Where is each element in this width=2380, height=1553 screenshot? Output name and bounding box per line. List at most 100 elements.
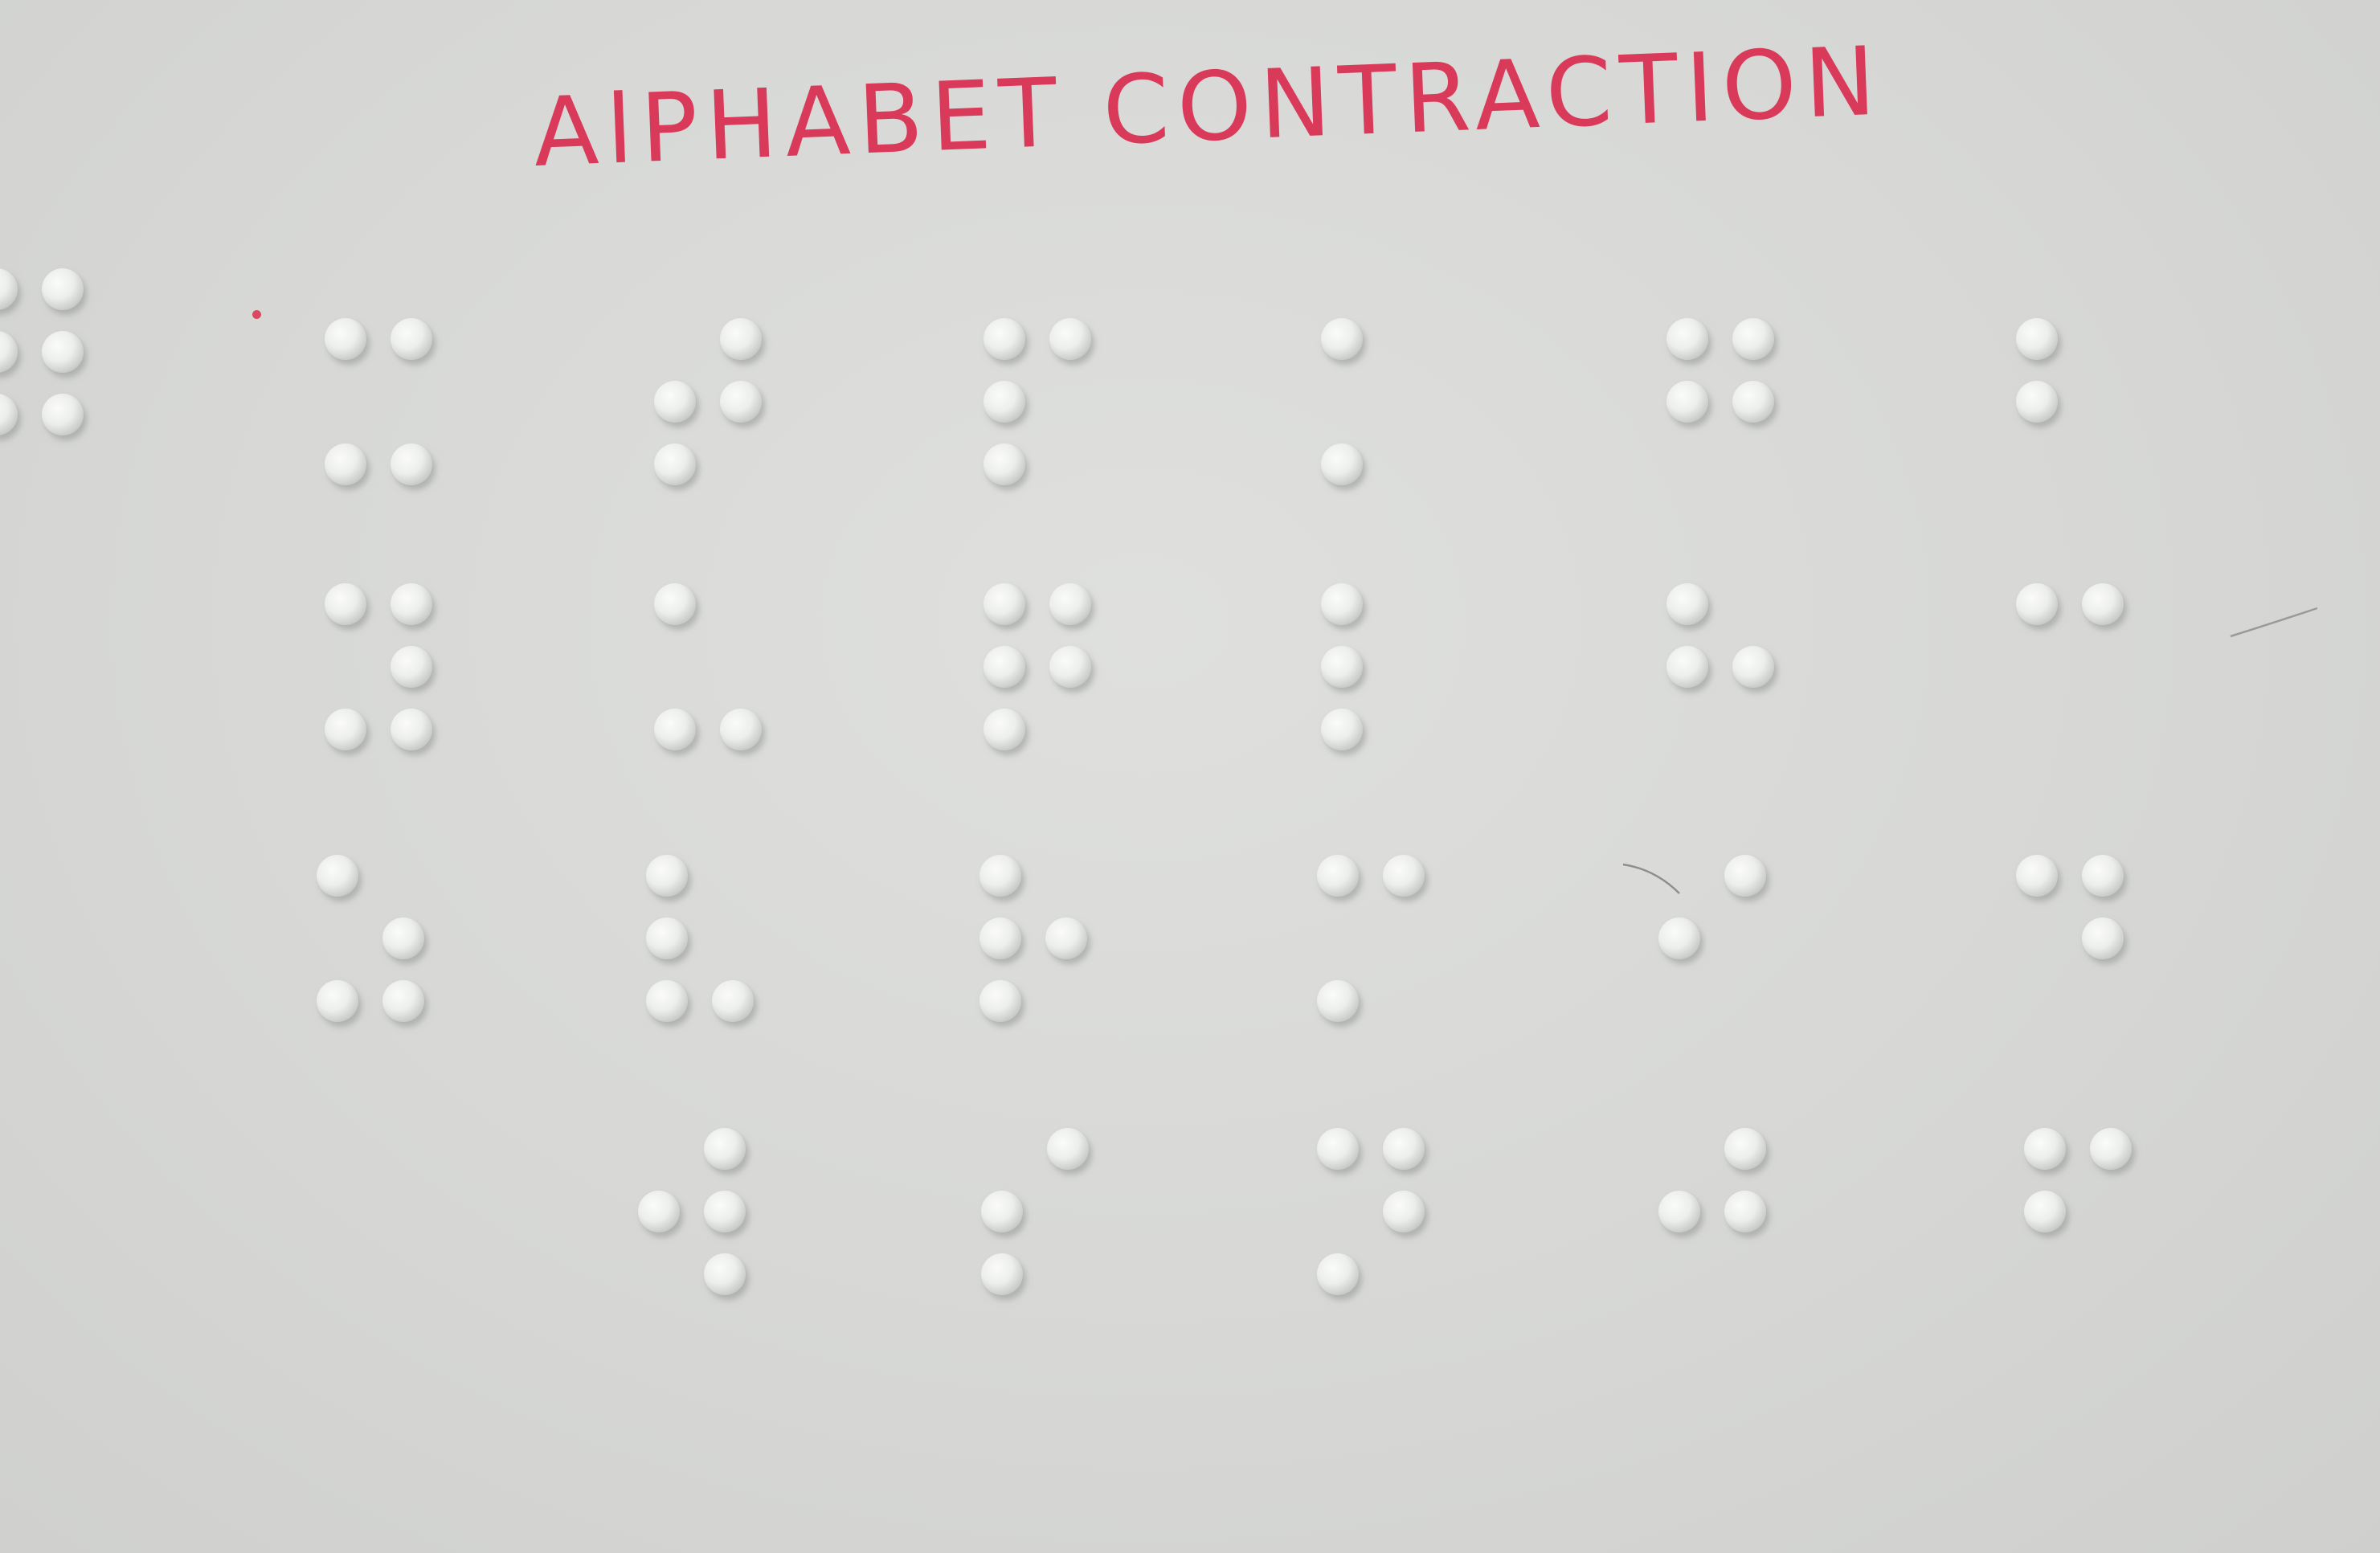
braille-dot-6	[391, 709, 432, 750]
braille-dot-3	[317, 980, 358, 1022]
braille-dot-5	[1724, 1191, 1766, 1232]
braille-dot-1	[654, 583, 696, 625]
braille-dot-4	[1383, 855, 1425, 897]
braille-cell-edge-partial	[0, 268, 84, 435]
braille-dot-5	[1732, 646, 1774, 688]
braille-cell-r2c3	[983, 583, 1091, 750]
braille-dot-6	[391, 443, 432, 485]
braille-cell-r4c2	[638, 1128, 746, 1295]
braille-dot-3	[981, 1253, 1023, 1295]
ink-dot-mark	[252, 310, 261, 319]
braille-dot-3	[325, 443, 366, 485]
braille-dot-6	[704, 1253, 746, 1295]
braille-dot-2	[2024, 1191, 2066, 1232]
braille-dot-1	[983, 318, 1025, 360]
braille-dot-2	[1666, 646, 1708, 688]
braille-cell-r1c3	[983, 318, 1091, 485]
braille-dot-5	[1049, 646, 1091, 688]
braille-dot-1	[979, 855, 1021, 897]
braille-dot-1	[317, 855, 358, 897]
braille-cell-r3c1	[317, 855, 424, 1022]
braille-dot-1	[325, 583, 366, 625]
braille-dot-1	[1321, 318, 1363, 360]
braille-dot-5	[1045, 917, 1087, 959]
braille-dot-1	[2024, 1128, 2066, 1170]
braille-dot-4	[1049, 318, 1091, 360]
braille-dot-2	[983, 381, 1025, 423]
braille-dot-4	[1049, 583, 1091, 625]
braille-dot-5	[391, 646, 432, 688]
braille-dot-3	[325, 709, 366, 750]
braille-dot-5	[2082, 917, 2124, 959]
braille-dot-4	[1724, 855, 1766, 897]
braille-cell-r3c6	[2016, 855, 2124, 959]
braille-dot-1	[983, 583, 1025, 625]
braille-dot-5	[720, 381, 762, 423]
braille-dot-6	[42, 394, 84, 435]
braille-dot-3	[654, 709, 696, 750]
braille-dot-1	[2016, 855, 2058, 897]
braille-dot-1	[1321, 583, 1363, 625]
braille-dot-1	[2016, 583, 2058, 625]
braille-dot-3	[1317, 1253, 1359, 1295]
braille-cell-r1c4	[1321, 318, 1363, 485]
braille-dot-3	[1321, 709, 1363, 750]
braille-cell-r1c2	[654, 318, 762, 485]
braille-dot-4	[720, 318, 762, 360]
braille-dot-3	[0, 394, 18, 435]
braille-dot-4	[2090, 1128, 2132, 1170]
braille-dot-4	[1383, 1128, 1425, 1170]
braille-cell-r4c6	[2024, 1128, 2132, 1232]
braille-dot-3	[983, 709, 1025, 750]
braille-dot-5	[1732, 381, 1774, 423]
braille-cell-r1c6	[2016, 318, 2058, 423]
braille-dot-4	[391, 583, 432, 625]
braille-cell-r2c2	[654, 583, 762, 750]
braille-dot-1	[1317, 855, 1359, 897]
braille-dot-4	[391, 318, 432, 360]
braille-dot-1	[1666, 318, 1708, 360]
braille-dot-1	[2016, 318, 2058, 360]
braille-cell-r1c1	[325, 318, 432, 485]
braille-dot-6	[720, 709, 762, 750]
braille-dot-2	[1658, 1191, 1700, 1232]
braille-dot-1	[325, 318, 366, 360]
braille-dot-4	[1724, 1128, 1766, 1170]
braille-dot-1	[1317, 1128, 1359, 1170]
braille-dot-6	[712, 980, 754, 1022]
braille-cell-r3c3	[979, 855, 1087, 1022]
braille-dot-4	[704, 1128, 746, 1170]
braille-dot-4	[1047, 1128, 1089, 1170]
braille-cell-r3c5	[1658, 855, 1766, 959]
braille-cell-r4c4	[1317, 1128, 1425, 1295]
braille-dot-1	[646, 855, 688, 897]
braille-dot-6	[382, 980, 424, 1022]
braille-cell-r2c5	[1666, 583, 1774, 688]
braille-dot-3	[1321, 443, 1363, 485]
braille-dot-2	[1321, 646, 1363, 688]
braille-cell-r4c5	[1658, 1128, 1766, 1232]
braille-dot-2	[646, 917, 688, 959]
braille-cell-r3c2	[646, 855, 754, 1022]
braille-dot-2	[654, 381, 696, 423]
braille-dot-2	[981, 1191, 1023, 1232]
braille-dot-4	[42, 268, 84, 310]
braille-dot-3	[1317, 980, 1359, 1022]
braille-dot-1	[1666, 583, 1708, 625]
braille-cell-r2c6	[2016, 583, 2124, 625]
braille-dot-4	[1732, 318, 1774, 360]
braille-dot-3	[654, 443, 696, 485]
braille-cell-r4c3	[981, 1128, 1089, 1295]
braille-dot-4	[2082, 855, 2124, 897]
braille-dot-3	[983, 443, 1025, 485]
braille-dot-5	[704, 1191, 746, 1232]
braille-dot-2	[0, 331, 18, 373]
braille-cell-r2c4	[1321, 583, 1363, 750]
braille-dot-5	[42, 331, 84, 373]
braille-cell-r3c4	[1317, 855, 1425, 1022]
braille-cell-r2c1	[325, 583, 432, 750]
braille-dot-1	[0, 268, 18, 310]
braille-dot-3	[979, 980, 1021, 1022]
braille-dot-2	[979, 917, 1021, 959]
